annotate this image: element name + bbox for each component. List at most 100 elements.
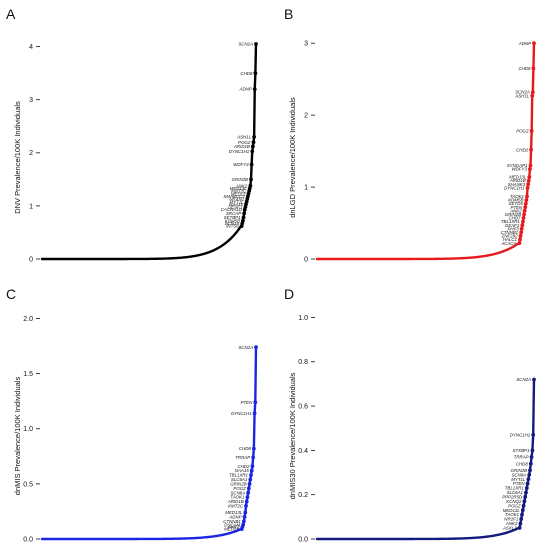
gene-label: PTEN — [241, 400, 254, 405]
gene-label: NRXN1 — [229, 197, 244, 202]
gene-label: ADNP — [518, 41, 531, 46]
gene-label: CHD2 — [516, 147, 529, 152]
distribution-tail — [518, 379, 536, 530]
gene-label: ADNP — [239, 87, 252, 92]
gene-label: MED13L — [230, 186, 248, 191]
gene-label: POGZ — [238, 140, 251, 145]
gene-label: ASXL3 — [502, 526, 517, 531]
gene-label: DEAF1 — [228, 205, 243, 210]
gene-label: NAA15 — [235, 468, 249, 473]
gene-label: SETD5 — [509, 201, 524, 206]
gene-label: SCN2A — [238, 42, 253, 47]
gene-label: ANK2 — [505, 521, 518, 526]
gene-label: TAOK1 — [505, 512, 520, 517]
gene-label: NR2F1 — [504, 517, 518, 522]
panel-b: B 0 1 2 3 dnLGD Prevalence/100K Individuals AC… — [284, 6, 536, 263]
gene-label: ACACA — [500, 241, 516, 246]
gene-label: KDM5B — [225, 218, 240, 223]
gene-label: CHD8 — [516, 461, 529, 466]
gene-label: TBL1XR1 — [229, 473, 249, 478]
gene-label: DYNC1H1 — [504, 185, 525, 190]
gene-label: KDM5B — [508, 198, 523, 203]
gene-label: DYNC1H1 — [229, 149, 250, 154]
gene-label: POGZ — [516, 129, 529, 134]
gene-label: DSCAM — [224, 522, 240, 527]
gene-label: CHD2 — [237, 464, 250, 469]
gene-label: HALC1 — [503, 237, 518, 242]
panel-c: C 0.0 0.5 1.0 1.5 2.0 dnMIS Prevalence/100K In… — [6, 286, 258, 543]
gene-label: MED13L — [503, 508, 521, 513]
gene-label: POGZ — [233, 486, 246, 491]
panel-d: D 0.0 0.2 0.4 0.6 0.8 1.0 dnMIS30 Prevalence/10… — [284, 286, 536, 543]
gene-label: MED13L — [509, 175, 527, 180]
gene-label: GRIN2B — [511, 468, 527, 473]
gene-label: PTEN — [511, 205, 524, 210]
gene-label: SETBP1 — [224, 215, 241, 220]
gene-label: GRIN2B — [505, 212, 521, 217]
y-axis-label: dnLGD Prevalence/100K Individuals — [288, 97, 297, 218]
y-tick-label: 1 — [29, 203, 33, 210]
gene-label: CHD8 — [240, 71, 253, 76]
gene-label: SCN2A — [515, 90, 530, 95]
panel-letter: B — [284, 6, 293, 22]
gene-label: TAOK1 — [230, 495, 245, 500]
y-tick-label: 1.0 — [23, 426, 33, 433]
gene-label: MED13 — [231, 191, 246, 196]
y-tick-label: 2 — [304, 113, 308, 120]
y-tick-label: 0 — [29, 256, 33, 263]
gene-label: SCN1A — [225, 221, 240, 226]
gene-label: DEAF1 — [505, 223, 520, 228]
y-axis-label: DNV Prevalence/100K Individuals — [13, 101, 22, 214]
gene-label: MYT1L — [511, 477, 526, 482]
gene-label: ASH1L — [514, 93, 529, 98]
panel-letter: A — [6, 6, 16, 22]
gene-label: DYNC1H1 — [231, 411, 252, 416]
gene-label: KMT2C — [228, 504, 244, 509]
gene-label: PPP2R5D — [502, 495, 523, 500]
gene-label: TRRAP — [514, 455, 529, 460]
y-tick-label: 2.0 — [23, 316, 33, 323]
gene-label: SCN2A — [516, 377, 531, 382]
gene-label: SCN2A — [238, 345, 253, 350]
gene-label: CACNA1D — [221, 207, 243, 212]
gene-label: POGZ — [508, 503, 521, 508]
y-tick-label: 1.5 — [23, 371, 33, 378]
gene-label: ZNF292 — [501, 234, 518, 239]
gene-label: SCN8A — [512, 472, 527, 477]
y-tick-label: 3 — [29, 97, 33, 104]
gene-label: ARID1B — [509, 178, 526, 183]
y-tick-label: 2 — [29, 150, 33, 157]
gene-label: WDFY3 — [233, 162, 249, 167]
y-tick-label: 0.8 — [298, 359, 308, 366]
gene-label: SMARCC2 — [223, 194, 245, 199]
distribution-curve — [315, 526, 521, 541]
gene-label: WDFY3 — [512, 167, 528, 172]
y-tick-label: 0.0 — [23, 536, 33, 543]
gene-label: ARID1B — [233, 144, 250, 149]
gene-label: CTNNB1 — [223, 519, 241, 524]
gene-label: STXBP1 — [513, 448, 530, 453]
gene-label: DYNC1H1 — [510, 432, 531, 437]
gene-label: MED13 — [224, 527, 239, 532]
y-tick-label: 0.2 — [298, 492, 308, 499]
distribution-curve — [40, 527, 243, 541]
y-axis-label: dnMIS Prevalence/100K Individuals — [13, 377, 22, 496]
y-axis-label: dnMIS30 Prevalence/100K Individuals — [288, 372, 297, 499]
panel-a: A 0 1 2 3 4 DNV Prevalence/100K Individuals INT… — [6, 6, 258, 263]
panel-letter: D — [284, 286, 294, 302]
gene-label: TRRAP — [235, 455, 250, 460]
y-tick-label: 0.5 — [23, 481, 33, 488]
gene-label: GRIN2B — [230, 481, 246, 486]
y-tick-label: 4 — [29, 44, 33, 51]
gene-label: SRCAP — [226, 211, 241, 216]
gene-label: TBL1XR1 — [505, 486, 525, 491]
gene-label: ANK2 — [227, 524, 240, 529]
distribution-tail — [518, 43, 536, 245]
y-tick-label: 0.4 — [298, 448, 308, 455]
y-tick-label: 0 — [304, 256, 308, 263]
gene-label: CHD7 — [509, 216, 522, 221]
gene-label: SCN8A — [231, 490, 246, 495]
distribution-tail — [240, 43, 258, 228]
gene-label: CTNNB1 — [501, 230, 519, 235]
